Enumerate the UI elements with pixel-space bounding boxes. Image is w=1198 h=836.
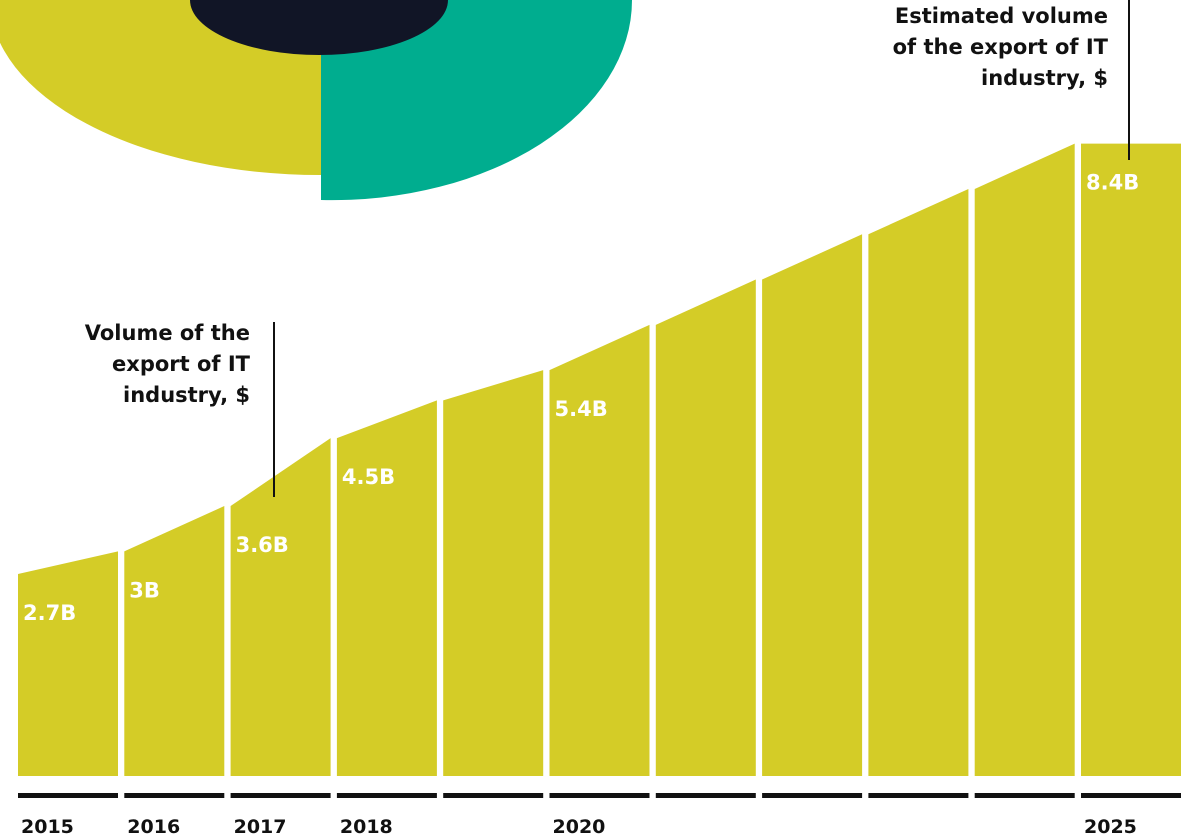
- donut-teal-segment: [321, 0, 633, 201]
- baseline-segment-2018: [336, 793, 437, 798]
- bar-2021: [655, 279, 756, 776]
- estimated-volume-caption: Estimated volume of the export of IT ind…: [892, 4, 1108, 90]
- value-label-2015: 2.7B: [23, 601, 76, 625]
- bars: [18, 143, 1181, 776]
- value-label-2017: 3.6B: [236, 533, 289, 557]
- baseline-segment-2024: [974, 793, 1075, 798]
- baseline-segment-2019: [443, 793, 544, 798]
- baseline-segments: [18, 793, 1181, 798]
- bar-2019: [443, 370, 544, 776]
- bar-2024: [974, 143, 1075, 776]
- bar-2016: [124, 506, 225, 776]
- baseline-segment-2017: [230, 793, 331, 798]
- baseline-segment-2021: [655, 793, 756, 798]
- baseline-segment-2016: [124, 793, 225, 798]
- bar-2023: [868, 188, 969, 776]
- year-label-2016: 2016: [127, 816, 180, 836]
- value-label-2020: 5.4B: [555, 397, 608, 421]
- bar-2015: [18, 551, 118, 776]
- baseline-segment-2022: [762, 793, 863, 798]
- value-label-2025: 8.4B: [1086, 171, 1139, 195]
- pointer-lines: [273, 0, 1130, 497]
- bar-2025: [1081, 143, 1181, 776]
- actual-volume-caption: Volume of the export of IT industry, $: [84, 321, 250, 407]
- value-label-2018: 4.5B: [342, 465, 395, 489]
- donut-center: [190, 0, 448, 55]
- value-label-2016: 3B: [129, 578, 160, 602]
- baseline-segment-2023: [868, 793, 969, 798]
- value-labels: 2.7B 3B 3.6B 4.5B 5.4B 8.4B: [23, 171, 1139, 625]
- year-label-2015: 2015: [21, 816, 74, 836]
- donut-decoration: [0, 0, 633, 201]
- bar-2022: [762, 234, 863, 776]
- year-label-2020: 2020: [553, 816, 606, 836]
- bar-2020: [549, 324, 650, 776]
- donut-outer-ring: [0, 0, 321, 176]
- year-label-2017: 2017: [234, 816, 287, 836]
- year-label-2025: 2025: [1084, 816, 1137, 836]
- year-labels: 2015 2016 2017 2018 2020 2025: [21, 816, 1137, 836]
- baseline-segment-2025: [1081, 793, 1181, 798]
- bar-2017: [230, 438, 331, 776]
- year-label-2018: 2018: [340, 816, 393, 836]
- baseline-segment-2015: [18, 793, 118, 798]
- baseline-segment-2020: [549, 793, 650, 798]
- bar-2018: [336, 400, 437, 776]
